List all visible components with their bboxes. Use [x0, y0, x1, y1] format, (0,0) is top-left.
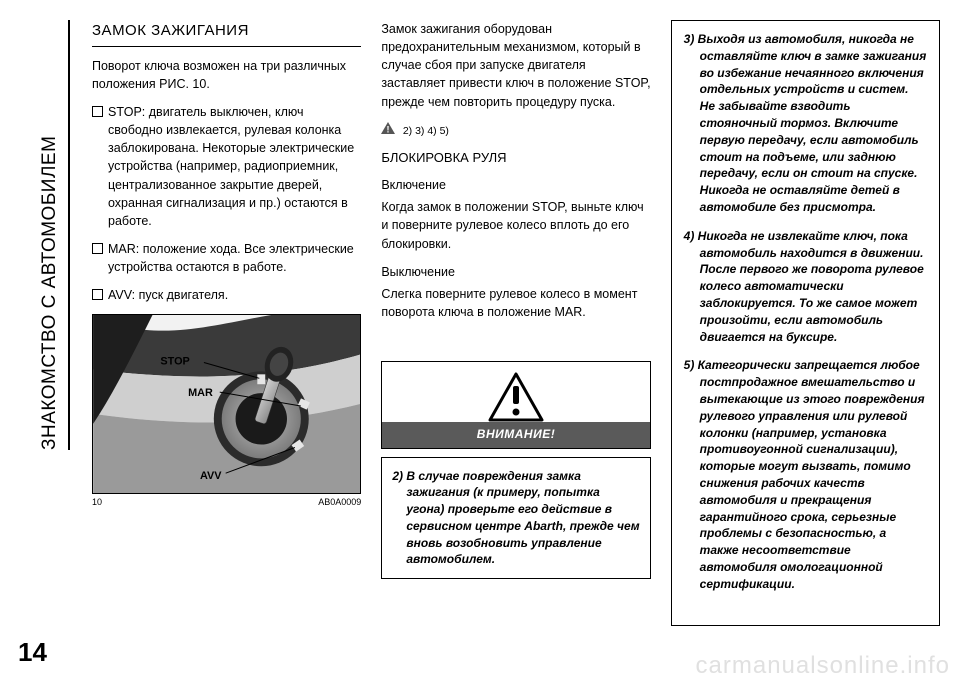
figure-ignition: STOP MAR AVV	[92, 314, 361, 494]
on-text: Когда замок в положении STOP, выньте клю…	[381, 198, 650, 252]
side-tab: ЗНАКОМСТВО С АВТОМОБИЛЕМ	[38, 20, 62, 450]
warning-triangle-icon: !	[381, 121, 395, 139]
heading-ignition: ЗАМОК ЗАЖИГАНИЯ	[92, 20, 361, 42]
heading-rule	[92, 46, 361, 47]
column-3: 3) Выходя из автомобиля, никогда не оста…	[671, 20, 940, 626]
label-avv: AVV	[200, 470, 222, 482]
column-2: Замок зажигания оборудован предохранител…	[381, 20, 650, 626]
intro-text: Поворот ключа возможен на три различных …	[92, 57, 361, 93]
subheading-steering-lock: БЛОКИРОВКА РУЛЯ	[381, 149, 650, 168]
label-mar: MAR	[188, 387, 213, 399]
ignition-diagram: STOP MAR AVV	[93, 315, 360, 493]
side-rule	[68, 20, 70, 450]
notes-box: 3) Выходя из автомобиля, никогда не оста…	[671, 20, 940, 626]
watermark: carmanualsonline.info	[686, 646, 960, 686]
note-5-text: 5) Категорически запрещается любое постп…	[684, 357, 927, 592]
note-3-text: 3) Выходя из автомобиля, никогда не оста…	[684, 31, 927, 216]
off-text: Слегка поверните рулевое колесо в момент…	[381, 285, 650, 321]
warning-icon-large	[382, 362, 649, 422]
figure-caption: 10 AB0A0009	[92, 496, 361, 509]
mechanism-text: Замок зажигания оборудован предохранител…	[381, 20, 650, 111]
content-columns: ЗАМОК ЗАЖИГАНИЯ Поворот ключа возможен н…	[92, 20, 940, 626]
warning-box: ВНИМАНИЕ!	[381, 361, 650, 448]
position-list: STOP: двигатель выключен, ключ свободно …	[92, 103, 361, 304]
label-off: Выключение	[381, 263, 650, 281]
note-2-text: 2) В случае повреждения замка зажигания …	[392, 468, 639, 569]
list-item: STOP: двигатель выключен, ключ свободно …	[92, 103, 361, 230]
list-item: AVV: пуск двигателя.	[92, 286, 361, 304]
page-number: 14	[18, 637, 47, 668]
label-on: Включение	[381, 176, 650, 194]
figure-number: 10	[92, 496, 102, 509]
list-item: MAR: положение хода. Все электрические у…	[92, 240, 361, 276]
footnote-refs: ! 2) 3) 4) 5)	[381, 121, 650, 140]
column-1: ЗАМОК ЗАЖИГАНИЯ Поворот ключа возможен н…	[92, 20, 361, 626]
footnote-numbers: 2) 3) 4) 5)	[403, 125, 449, 137]
warning-title: ВНИМАНИЕ!	[382, 422, 649, 447]
label-stop: STOP	[160, 356, 189, 368]
figure-code: AB0A0009	[318, 496, 361, 509]
note-4-text: 4) Никогда не извлекайте ключ, пока авто…	[684, 228, 927, 346]
svg-text:!: !	[387, 125, 390, 135]
note-2-box: 2) В случае повреждения замка зажигания …	[381, 457, 650, 580]
